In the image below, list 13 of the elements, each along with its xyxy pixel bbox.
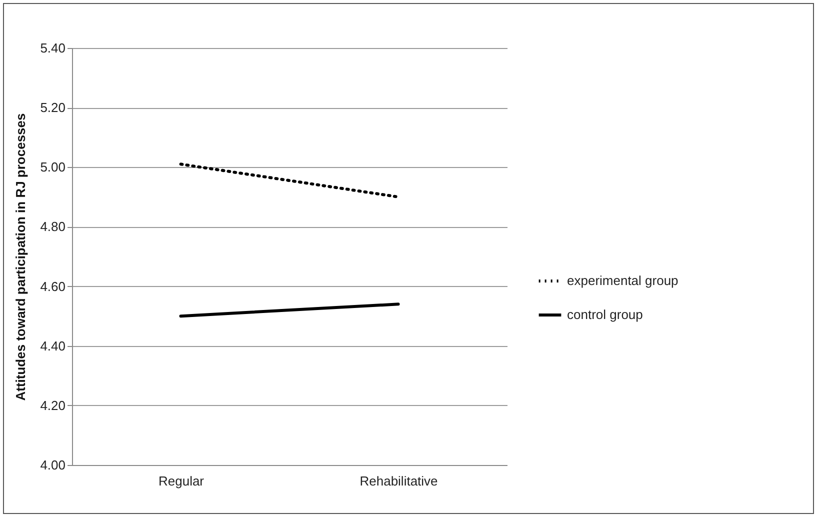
y-tick-label: 5.40	[40, 40, 66, 56]
y-tick-label: 4.40	[40, 338, 66, 354]
y-tick-label: 4.00	[40, 458, 66, 472]
y-tick-label: 4.80	[40, 219, 66, 234]
x-tick-label: Rehabilitative	[360, 474, 438, 488]
legend-label: control group	[567, 307, 643, 322]
y-tick-label: 4.20	[40, 398, 66, 413]
y-tick-label: 5.20	[40, 100, 66, 116]
legend-label: experimental group	[567, 273, 678, 288]
x-tick-label: Regular	[158, 474, 205, 488]
y-tick-label: 4.60	[40, 278, 66, 294]
y-axis-title: Attitudes toward participation in RJ processes	[13, 113, 28, 401]
y-tick-label: 5.00	[40, 160, 66, 175]
